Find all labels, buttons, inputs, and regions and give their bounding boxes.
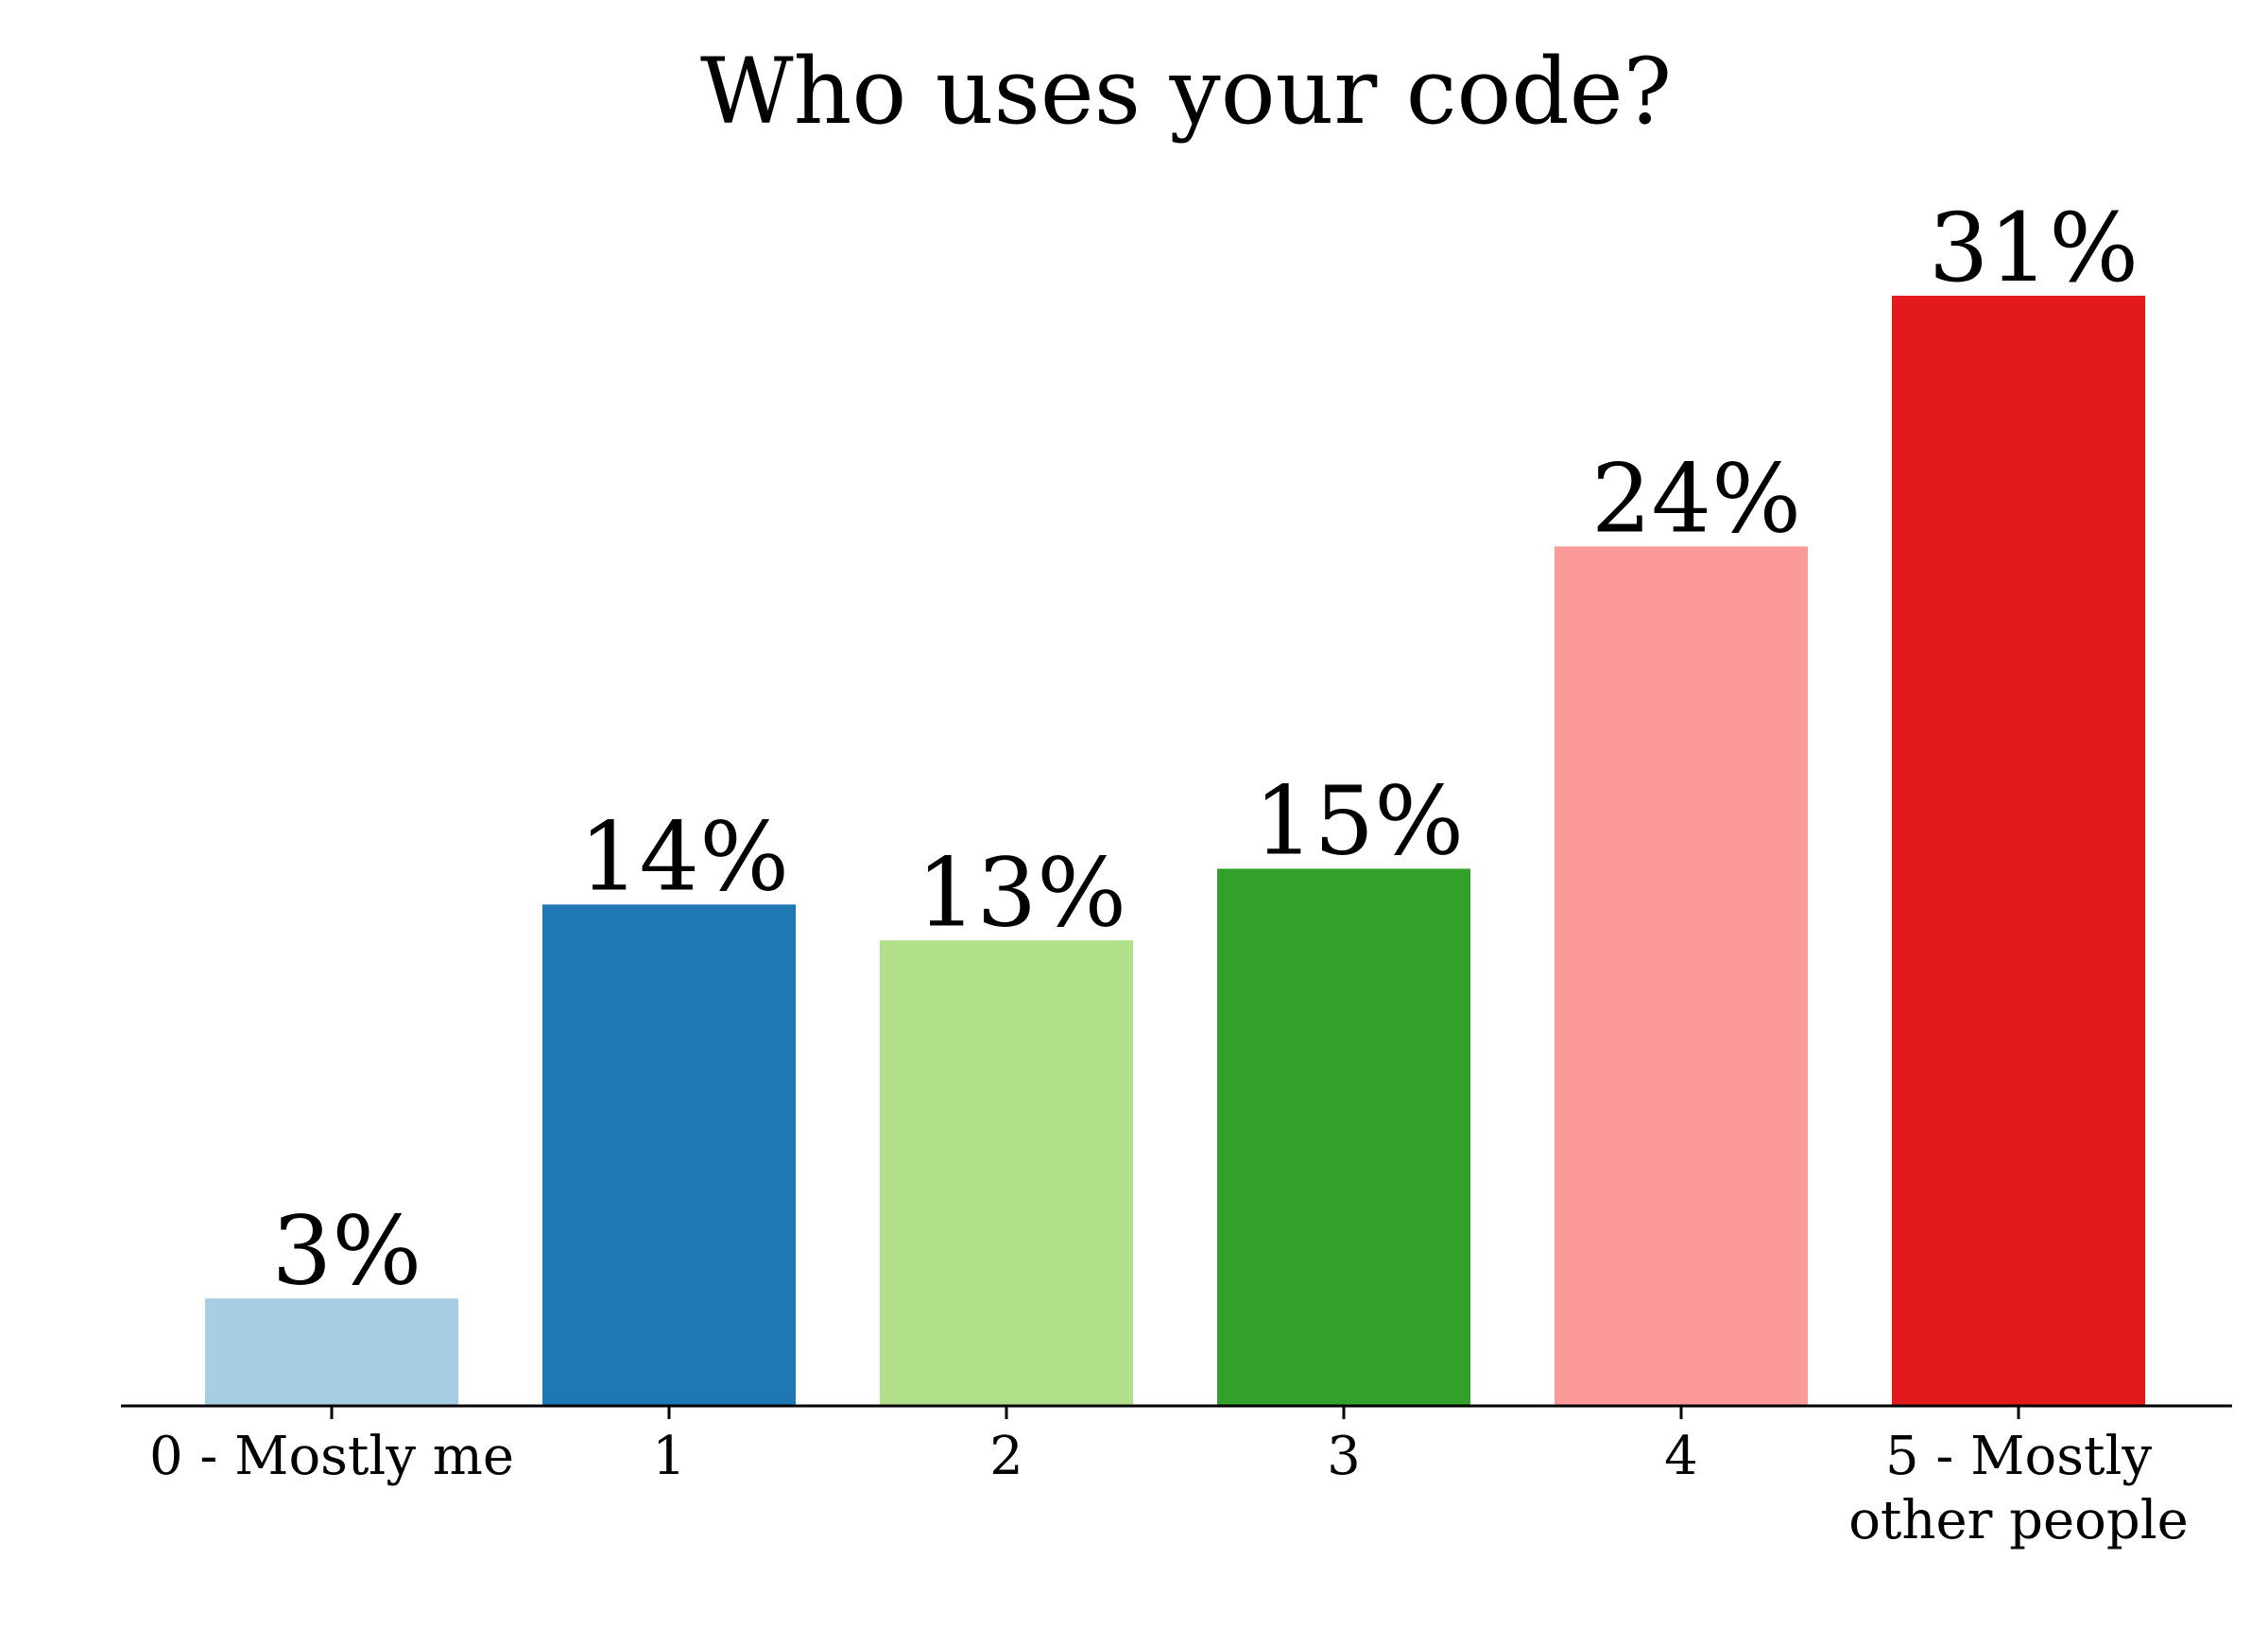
- x-tick-label-line: 1: [652, 1426, 686, 1487]
- x-tick-label-4: 4: [1664, 1426, 1698, 1487]
- chart-title: Who uses your code?: [700, 39, 1672, 145]
- bar-5: [1892, 296, 2145, 1406]
- data-label-0: 3%: [272, 1195, 422, 1306]
- x-tick-label-3: 3: [1327, 1426, 1361, 1487]
- bars-layer: [205, 296, 2145, 1406]
- x-tick-label-line: 4: [1664, 1426, 1698, 1487]
- x-tick-label-line: 0 - Mostly me: [149, 1426, 514, 1487]
- bar-2: [880, 940, 1133, 1406]
- data-label-4: 24%: [1591, 443, 1801, 554]
- x-tick-label-0: 0 - Mostly me: [149, 1426, 514, 1487]
- bar-3: [1217, 868, 1470, 1406]
- x-tick-label-line: 2: [989, 1426, 1023, 1487]
- data-labels-layer: 3% 14% 13% 15% 24% 31%: [272, 193, 2139, 1306]
- x-tick-label-line: 3: [1327, 1426, 1361, 1487]
- bar-0: [205, 1298, 458, 1406]
- bar-4: [1555, 546, 1808, 1406]
- x-tick-label-line: other people: [1848, 1490, 2189, 1551]
- bar-1: [542, 904, 796, 1406]
- data-label-2: 13%: [917, 837, 1126, 948]
- x-tick-label-1: 1: [652, 1426, 686, 1487]
- x-tick-label-5: 5 - Mostly other people: [1848, 1426, 2189, 1551]
- data-label-5: 31%: [1929, 193, 2139, 303]
- data-label-1: 14%: [579, 801, 789, 912]
- x-ticks-layer: 0 - Mostly me 1 2 3 4 5 - Mostly other people: [149, 1406, 2189, 1551]
- x-tick-label-2: 2: [989, 1426, 1023, 1487]
- data-label-3: 15%: [1254, 765, 1464, 876]
- x-tick-label-line: 5 - Mostly: [1885, 1426, 2152, 1487]
